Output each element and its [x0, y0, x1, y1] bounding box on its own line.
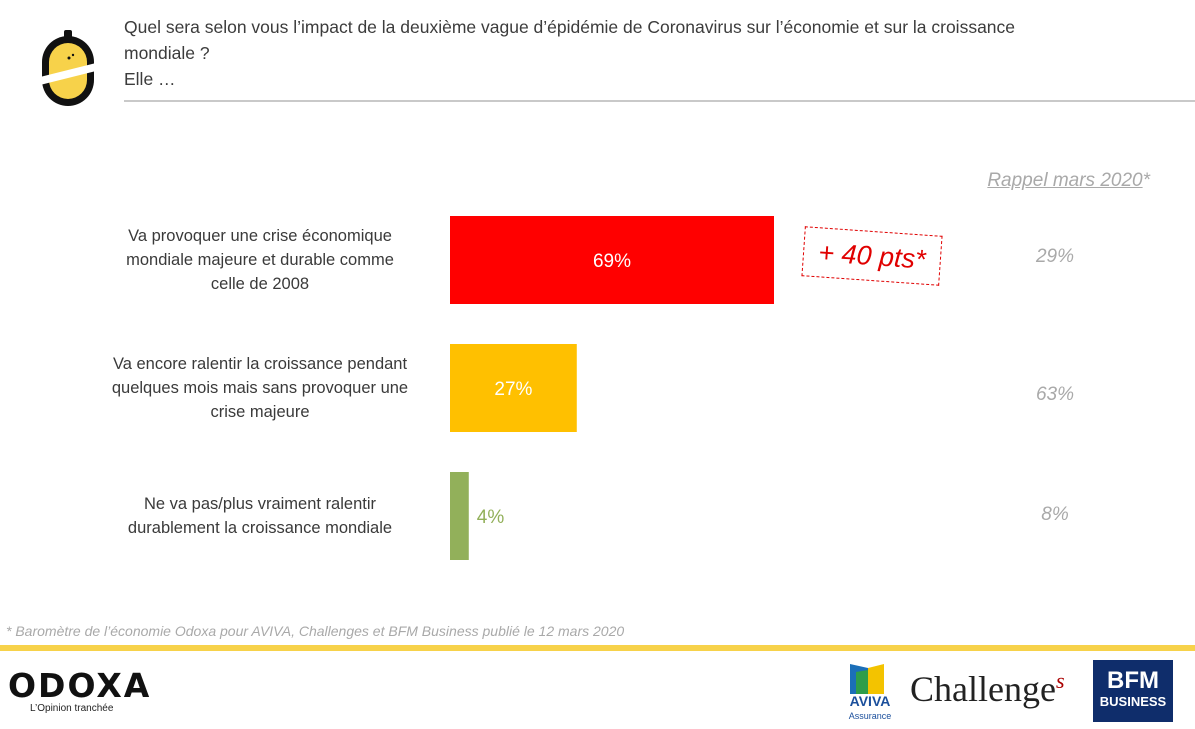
- category-label-line: crise majeure: [210, 403, 310, 421]
- challenges-s: s: [1055, 668, 1065, 693]
- odoxa-tagline: L’Opinion tranchée: [30, 703, 114, 714]
- question-line-1: Quel sera selon vous l’impact de la deux…: [124, 17, 1016, 37]
- recall-header-text: Rappel mars 2020: [987, 170, 1143, 191]
- category-label-line: durablement la croissance mondiale: [127, 519, 393, 537]
- bfm-line-1: BFM: [1107, 667, 1159, 694]
- footnote: * Baromètre de l’économie Odoxa pour AVI…: [6, 623, 625, 639]
- category-label-3: Ne va pas/plus vraiment ralentir durablem…: [88, 492, 432, 540]
- delta-callout: + 40 pts*: [801, 226, 943, 286]
- category-label-line: celle de 2008: [210, 275, 310, 293]
- odoxa-wordmark: ODOXA: [8, 666, 152, 705]
- category-label-1: Va provoquer une crise économique mondial…: [88, 224, 432, 296]
- bar-2: [450, 344, 577, 432]
- odoxa-logo-mark: [36, 30, 100, 106]
- category-label-line: Ne va pas/plus vraiment ralentir: [143, 495, 376, 513]
- footer-divider: [0, 645, 1195, 651]
- challenges-logo: Challenges: [910, 668, 1065, 710]
- category-label-line: mondiale majeure et durable comme: [126, 251, 394, 269]
- bar-3: [450, 472, 469, 560]
- bfm-line-2: BUSINESS: [1100, 694, 1167, 709]
- odoxa-logo: ODOXA L’Opinion tranchée: [8, 666, 152, 714]
- category-label-line: Va encore ralentir la croissance pendant: [112, 355, 408, 373]
- recall-header-star: *: [1142, 170, 1150, 191]
- recall-value-3: 8%: [1041, 504, 1069, 525]
- category-label-line: Va provoquer une crise économique: [128, 227, 392, 245]
- recall-value-1: 29%: [1035, 246, 1075, 267]
- bar-value-label-2: 27%: [494, 379, 532, 400]
- recall-header: Rappel mars 2020*: [930, 170, 1150, 192]
- aviva-sub: Assurance: [849, 711, 892, 721]
- bar-value-label-3: 4%: [477, 507, 505, 528]
- aviva-logo: AVIVA Assurance: [849, 664, 892, 721]
- aviva-name: AVIVA: [850, 693, 891, 709]
- bfm-business-logo: BFM BUSINESS: [1093, 660, 1173, 722]
- challenges-wordmark: Challenge: [910, 669, 1056, 709]
- question-line-2: mondiale ?: [124, 43, 210, 63]
- recall-value-2: 63%: [1035, 384, 1075, 405]
- question-line-3: Elle …: [124, 69, 176, 89]
- header-divider: [124, 100, 1195, 102]
- category-label-2: Va encore ralentir la croissance pendant…: [88, 352, 432, 424]
- category-label-line: quelques mois mais sans provoquer une: [111, 379, 409, 397]
- bar-value-label-1: 69%: [593, 251, 631, 272]
- bar-1: [450, 216, 774, 304]
- question-text: Quel sera selon vous l’impact de la deux…: [124, 14, 1164, 92]
